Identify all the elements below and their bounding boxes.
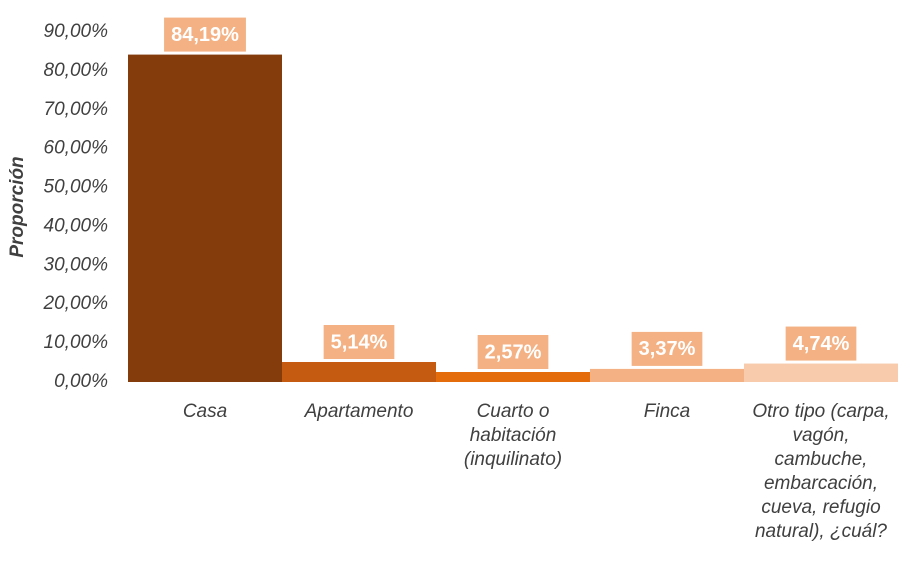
y-tick-label: 60,00% (44, 138, 109, 159)
value-label: 84,19% (164, 17, 246, 52)
value-label-text: 84,19% (171, 24, 239, 46)
value-label-text: 5,14% (331, 331, 388, 353)
x-tick-label: Apartamento (304, 401, 414, 422)
x-tick-label: Casa (182, 401, 228, 422)
value-label-box (323, 325, 395, 360)
y-tick-label: 30,00% (44, 254, 109, 275)
bar (590, 368, 744, 382)
x-tick-label: Otro tipo (carpa, vagón, cambuche, embar… (752, 401, 890, 542)
y-tick-label: 80,00% (44, 60, 109, 81)
bar (436, 372, 590, 382)
value-label-text: 3,37% (639, 338, 696, 360)
y-tick-label: 50,00% (44, 177, 109, 198)
y-axis-title: Proporción (7, 156, 28, 257)
value-label-text: 2,57% (485, 341, 542, 363)
y-tick-label: 0,00% (54, 371, 108, 392)
bar (282, 362, 436, 382)
value-label-box (477, 335, 549, 370)
value-label: 3,37% (631, 331, 703, 366)
value-label-box (785, 326, 857, 361)
y-tick-label: 90,00% (44, 21, 109, 42)
y-tick-label: 20,00% (43, 293, 109, 314)
value-label-text: 4,74% (793, 333, 850, 355)
value-label: 5,14% (323, 325, 395, 360)
y-tick-label: 70,00% (44, 99, 109, 120)
value-label-box (164, 17, 246, 52)
bar (128, 54, 282, 382)
value-label: 4,74% (785, 326, 857, 361)
value-label-box (631, 331, 703, 366)
x-tick-label: Finca (643, 401, 691, 422)
y-tick-label: 40,00% (44, 215, 109, 236)
bar (744, 363, 898, 382)
value-label: 2,57% (477, 335, 549, 370)
y-tick-label: 10,00% (44, 332, 109, 353)
x-tick-label: Cuarto o habitación (inquilinato) (463, 401, 563, 470)
